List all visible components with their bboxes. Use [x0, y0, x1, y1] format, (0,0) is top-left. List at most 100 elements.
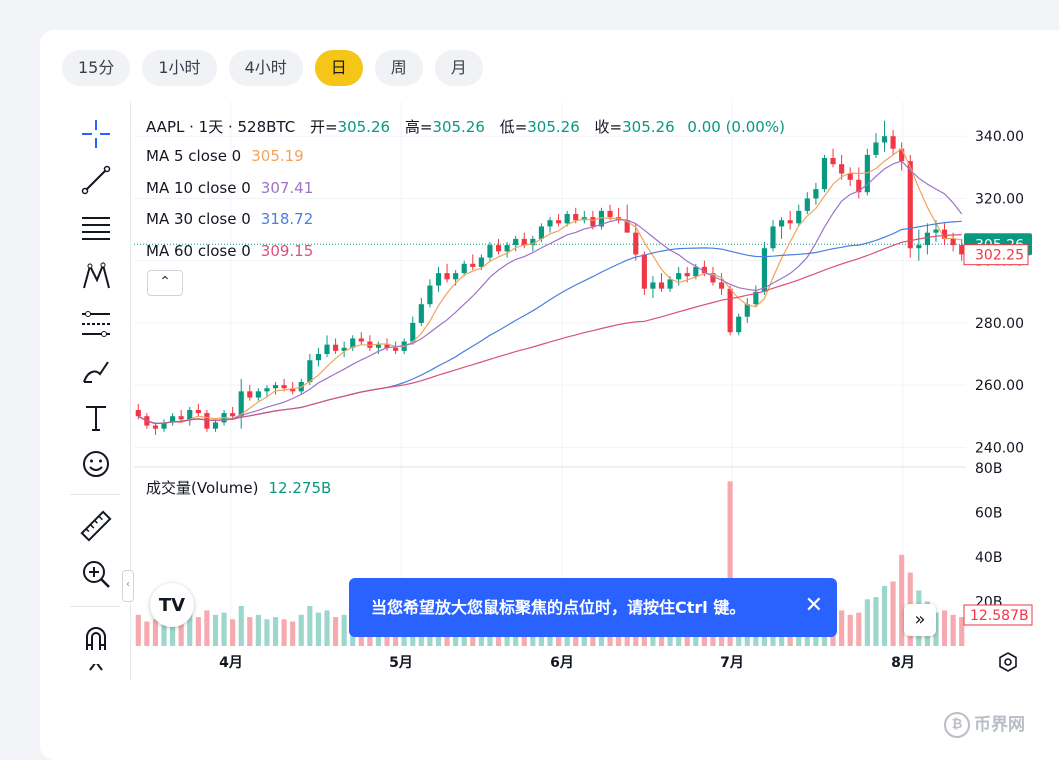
candle-body — [324, 344, 330, 354]
brush-icon[interactable] — [78, 354, 114, 390]
scroll-to-realtime-button[interactable]: » — [904, 604, 936, 636]
symbol-title[interactable]: AAPL · 1天 · 528BTC — [146, 118, 296, 136]
trendline-icon[interactable] — [78, 162, 114, 198]
last-volume-badge — [963, 604, 1033, 626]
ma10-legend[interactable]: MA 10 close 0 307.41 — [146, 179, 313, 197]
candle-body — [598, 210, 605, 227]
volume-bar — [195, 617, 201, 646]
volume-bar — [281, 619, 287, 646]
ruler-icon[interactable] — [78, 508, 114, 544]
last-volume-badge-label: 12.587B — [970, 608, 1029, 624]
price-tick-label: 340.00 — [975, 129, 1024, 145]
candle-body — [959, 245, 965, 255]
candle-body — [924, 232, 930, 246]
volume-bar — [230, 619, 236, 646]
ma5-label: MA 5 close 0 — [146, 147, 242, 165]
candle-body — [435, 273, 442, 286]
legend-collapse-button[interactable]: ⌃ — [147, 270, 183, 296]
time-axis-label: 6月 — [550, 655, 574, 671]
close-label: 收= — [594, 118, 623, 136]
magnet-icon[interactable] — [78, 620, 114, 656]
tradingview-logo[interactable]: TV — [150, 583, 194, 627]
candle-body — [881, 136, 888, 143]
candle-body — [367, 341, 373, 348]
tf-4h[interactable]: 4小时 — [228, 50, 303, 86]
volume-bar — [856, 612, 862, 646]
candle-body — [195, 410, 201, 414]
candle-body — [701, 266, 707, 274]
candle-body — [418, 304, 424, 323]
close-value: 305.26 — [622, 118, 675, 136]
candle-body — [135, 410, 141, 417]
low-value: 305.26 — [527, 118, 580, 136]
tf-day[interactable]: 日 — [314, 50, 363, 86]
candle-body — [667, 279, 673, 289]
candle-body — [230, 413, 236, 417]
volume-bar — [959, 617, 965, 646]
candle-body — [307, 360, 313, 382]
volume-bar — [899, 554, 905, 646]
toast-text: 当您希望放大您鼠标聚焦的点位时，请按住Ctrl 键。 — [371, 598, 746, 617]
crosshair-icon[interactable] — [78, 116, 114, 152]
candle-body — [744, 304, 750, 317]
candle-body — [530, 238, 536, 246]
ma5-legend[interactable]: MA 5 close 0 305.19 — [146, 147, 304, 165]
toolbar-collapse-handle[interactable]: ‹ — [122, 570, 134, 602]
candle-body — [813, 189, 819, 199]
pattern-icon[interactable] — [78, 258, 114, 294]
volume-bar — [290, 621, 296, 646]
candle-body — [864, 154, 870, 193]
candle-body — [461, 263, 467, 274]
price-tick-label: 320.00 — [975, 191, 1024, 207]
volume-tick-label: 40B — [975, 550, 1002, 566]
settings-icon[interactable] — [998, 652, 1018, 672]
symbol-legend: AAPL · 1天 · 528BTC 开=305.26 高=305.26 低=3… — [146, 116, 785, 137]
candle-body — [281, 385, 287, 389]
high-value: 305.26 — [432, 118, 485, 136]
candle-body — [152, 425, 159, 429]
candle-body — [761, 248, 768, 292]
candle-body — [693, 266, 699, 277]
emoji-icon[interactable] — [78, 446, 114, 482]
drawing-toolbar — [70, 102, 131, 680]
candle-body — [847, 173, 853, 180]
candle-body — [272, 385, 279, 389]
volume-bar — [864, 599, 870, 646]
candle-body — [916, 245, 922, 249]
candle-body — [410, 322, 416, 342]
volume-bar — [307, 605, 313, 646]
lock-icon[interactable] — [78, 664, 114, 680]
volume-tick-label: 80B — [975, 461, 1002, 477]
candle-body — [873, 142, 879, 155]
candle-body — [204, 413, 210, 429]
candle-body — [941, 229, 948, 239]
ma30-label: MA 30 close 0 — [146, 210, 251, 228]
zoom-in-icon[interactable] — [78, 556, 114, 592]
volume-bar — [881, 585, 888, 646]
fib-lines-icon[interactable] — [78, 210, 114, 246]
volume-bar — [238, 605, 244, 646]
candle-body — [161, 422, 167, 429]
ma30-legend[interactable]: MA 30 close 0 318.72 — [146, 210, 313, 228]
candle-body — [821, 158, 828, 190]
volume-bar — [161, 617, 167, 646]
candle-body — [384, 344, 390, 348]
text-icon[interactable] — [78, 400, 114, 436]
ma60-legend[interactable]: MA 60 close 0 309.15 — [146, 242, 313, 260]
watermark-text: 币界网 — [974, 715, 1025, 735]
tf-1h[interactable]: 1小时 — [142, 50, 217, 86]
close-icon[interactable]: ✕ — [804, 593, 823, 618]
price-tick-label: 240.00 — [975, 440, 1024, 456]
ma60-line — [138, 234, 962, 425]
forecast-icon[interactable] — [78, 306, 114, 342]
tf-month[interactable]: 月 — [434, 50, 483, 86]
volume-bar — [187, 612, 193, 646]
tf-week[interactable]: 周 — [374, 50, 423, 86]
volume-bar — [332, 617, 339, 646]
candle-body — [238, 391, 244, 417]
tf-15m[interactable]: 15分 — [62, 50, 131, 86]
candle-body — [624, 220, 630, 233]
volume-bar — [170, 614, 176, 646]
candle-body — [607, 210, 613, 218]
